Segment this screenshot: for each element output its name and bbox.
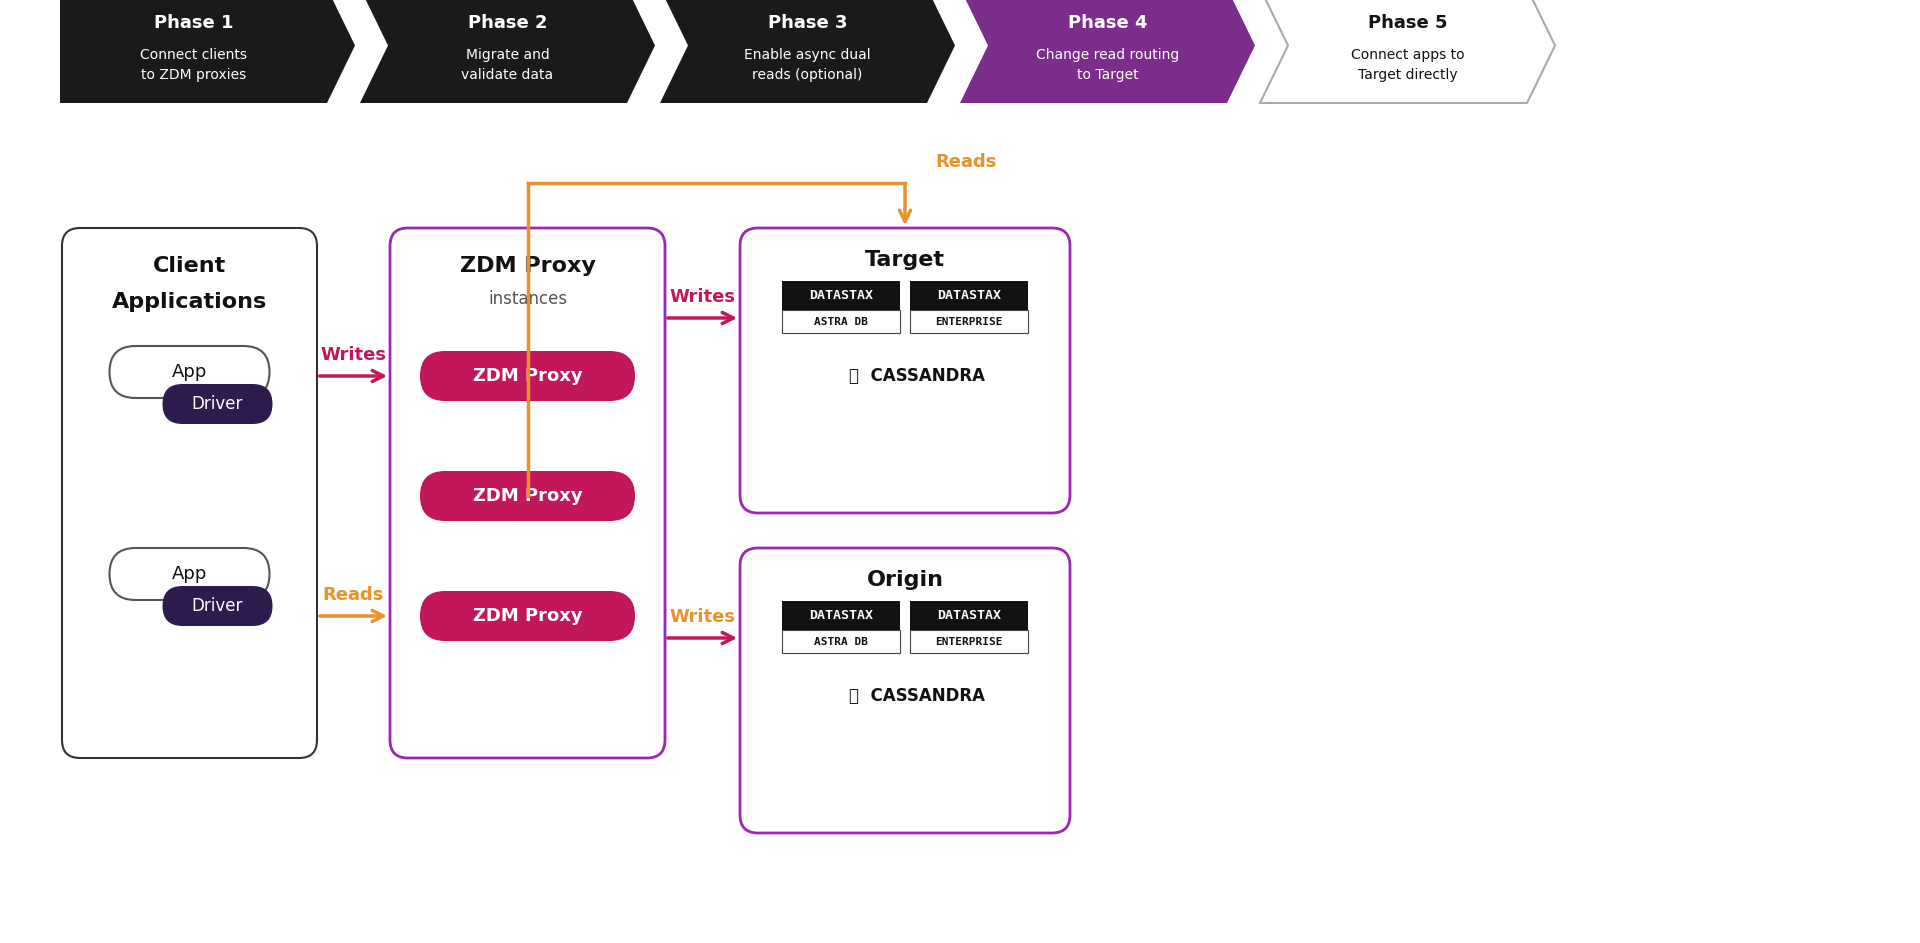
Text: ASTRA DB: ASTRA DB: [814, 637, 868, 647]
Text: DATASTAX: DATASTAX: [808, 290, 874, 302]
FancyBboxPatch shape: [420, 471, 636, 521]
Text: Reads: Reads: [935, 153, 996, 171]
Text: DATASTAX: DATASTAX: [808, 609, 874, 622]
Text: Client: Client: [154, 256, 227, 276]
FancyBboxPatch shape: [163, 586, 273, 626]
FancyBboxPatch shape: [781, 310, 900, 333]
Text: Change read routing
to Target: Change read routing to Target: [1037, 48, 1179, 82]
Polygon shape: [660, 0, 954, 103]
FancyBboxPatch shape: [781, 281, 900, 310]
Text: 👁  CASSANDRA: 👁 CASSANDRA: [849, 367, 985, 385]
Text: Writes: Writes: [670, 288, 735, 306]
FancyBboxPatch shape: [390, 228, 664, 758]
Text: DATASTAX: DATASTAX: [937, 290, 1000, 302]
FancyBboxPatch shape: [61, 228, 317, 758]
FancyBboxPatch shape: [420, 591, 636, 641]
Polygon shape: [960, 0, 1256, 103]
Text: Connect apps to
Target directly: Connect apps to Target directly: [1350, 48, 1465, 82]
Text: Phase 2: Phase 2: [468, 13, 547, 31]
Text: Phase 1: Phase 1: [154, 13, 232, 31]
Polygon shape: [1260, 0, 1555, 103]
FancyBboxPatch shape: [420, 351, 636, 401]
Text: DATASTAX: DATASTAX: [937, 609, 1000, 622]
Text: 👁  CASSANDRA: 👁 CASSANDRA: [849, 687, 985, 705]
FancyBboxPatch shape: [910, 601, 1027, 630]
Text: Origin: Origin: [866, 570, 943, 590]
Text: Phase 5: Phase 5: [1367, 13, 1448, 31]
Text: ZDM Proxy: ZDM Proxy: [472, 607, 582, 625]
FancyBboxPatch shape: [910, 281, 1027, 310]
Text: Target: Target: [866, 250, 945, 270]
Text: Connect clients
to ZDM proxies: Connect clients to ZDM proxies: [140, 48, 248, 82]
Text: instances: instances: [488, 290, 566, 308]
Text: Writes: Writes: [670, 608, 735, 626]
Text: ZDM Proxy: ZDM Proxy: [472, 367, 582, 385]
FancyBboxPatch shape: [781, 630, 900, 653]
Text: Phase 4: Phase 4: [1068, 13, 1148, 31]
FancyBboxPatch shape: [910, 630, 1027, 653]
FancyBboxPatch shape: [109, 346, 269, 398]
FancyBboxPatch shape: [739, 228, 1069, 513]
FancyBboxPatch shape: [109, 548, 269, 600]
FancyBboxPatch shape: [910, 310, 1027, 333]
Text: ENTERPRISE: ENTERPRISE: [935, 317, 1002, 326]
FancyBboxPatch shape: [739, 548, 1069, 833]
Text: Applications: Applications: [111, 292, 267, 312]
Text: Enable async dual
reads (optional): Enable async dual reads (optional): [745, 48, 872, 82]
Text: ZDM Proxy: ZDM Proxy: [472, 487, 582, 505]
Text: Writes: Writes: [321, 346, 386, 364]
Text: ASTRA DB: ASTRA DB: [814, 317, 868, 326]
Text: App: App: [171, 565, 207, 583]
Polygon shape: [361, 0, 655, 103]
Polygon shape: [60, 0, 355, 103]
Text: ZDM Proxy: ZDM Proxy: [459, 256, 595, 276]
Text: App: App: [171, 363, 207, 381]
Text: Reads: Reads: [323, 586, 384, 604]
Text: Phase 3: Phase 3: [768, 13, 847, 31]
Text: ENTERPRISE: ENTERPRISE: [935, 637, 1002, 647]
FancyBboxPatch shape: [781, 601, 900, 630]
Text: Driver: Driver: [192, 395, 244, 413]
Text: Driver: Driver: [192, 597, 244, 615]
FancyBboxPatch shape: [163, 384, 273, 424]
Text: Migrate and
validate data: Migrate and validate data: [461, 48, 553, 82]
